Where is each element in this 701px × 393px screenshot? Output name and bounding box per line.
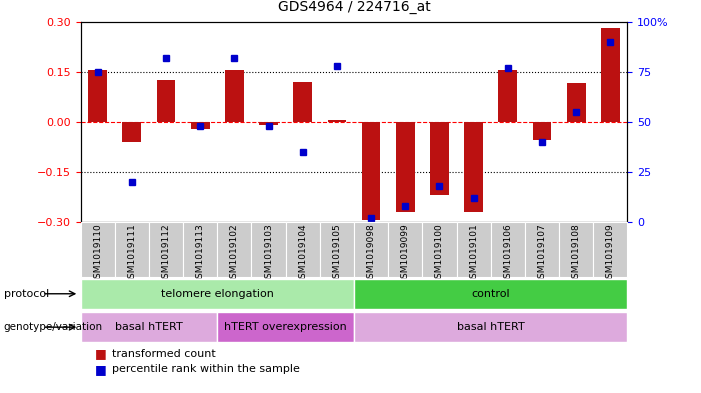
- Bar: [81, 279, 354, 309]
- Text: transformed count: transformed count: [112, 349, 216, 359]
- Text: GSM1019109: GSM1019109: [606, 224, 615, 285]
- Text: GSM1019098: GSM1019098: [367, 224, 376, 285]
- Text: GSM1019113: GSM1019113: [196, 224, 205, 285]
- Bar: [422, 222, 456, 277]
- Text: GSM1019105: GSM1019105: [332, 224, 341, 285]
- Bar: [362, 122, 381, 220]
- Bar: [566, 83, 585, 122]
- Bar: [464, 122, 483, 212]
- Bar: [149, 222, 183, 277]
- Text: GSM1019112: GSM1019112: [161, 224, 170, 284]
- Bar: [81, 222, 115, 277]
- Bar: [183, 222, 217, 277]
- Bar: [115, 222, 149, 277]
- Text: telomere elongation: telomere elongation: [161, 289, 274, 299]
- Text: basal hTERT: basal hTERT: [115, 322, 183, 332]
- Text: ■: ■: [95, 363, 107, 376]
- Bar: [354, 222, 388, 277]
- Text: GSM1019110: GSM1019110: [93, 224, 102, 285]
- Bar: [593, 222, 627, 277]
- Bar: [156, 80, 175, 122]
- Bar: [191, 122, 210, 129]
- Bar: [533, 122, 552, 140]
- Bar: [286, 222, 320, 277]
- Text: GSM1019104: GSM1019104: [298, 224, 307, 284]
- Bar: [498, 70, 517, 122]
- Bar: [252, 222, 286, 277]
- Bar: [320, 222, 354, 277]
- Bar: [327, 120, 346, 122]
- Text: GSM1019099: GSM1019099: [401, 224, 410, 285]
- Text: percentile rank within the sample: percentile rank within the sample: [112, 364, 300, 375]
- Bar: [354, 312, 627, 342]
- Text: GSM1019101: GSM1019101: [469, 224, 478, 285]
- Bar: [354, 279, 627, 309]
- Bar: [293, 82, 312, 122]
- Text: GSM1019111: GSM1019111: [128, 224, 137, 285]
- Text: GSM1019108: GSM1019108: [571, 224, 580, 285]
- Bar: [225, 70, 244, 122]
- Bar: [491, 222, 525, 277]
- Text: GSM1019106: GSM1019106: [503, 224, 512, 285]
- Bar: [259, 122, 278, 125]
- Text: GSM1019102: GSM1019102: [230, 224, 239, 284]
- Text: GSM1019103: GSM1019103: [264, 224, 273, 285]
- Text: protocol: protocol: [4, 289, 49, 299]
- Text: genotype/variation: genotype/variation: [4, 322, 102, 332]
- Bar: [601, 28, 620, 122]
- Bar: [430, 122, 449, 195]
- Bar: [525, 222, 559, 277]
- Text: control: control: [471, 289, 510, 299]
- Text: hTERT overexpression: hTERT overexpression: [224, 322, 347, 332]
- Bar: [123, 122, 142, 142]
- Text: GSM1019100: GSM1019100: [435, 224, 444, 285]
- Text: GDS4964 / 224716_at: GDS4964 / 224716_at: [278, 0, 430, 14]
- Bar: [559, 222, 593, 277]
- Text: basal hTERT: basal hTERT: [457, 322, 524, 332]
- Text: GSM1019107: GSM1019107: [538, 224, 547, 285]
- Bar: [217, 312, 354, 342]
- Bar: [81, 312, 217, 342]
- Bar: [88, 70, 107, 122]
- Bar: [456, 222, 491, 277]
- Bar: [217, 222, 252, 277]
- Text: ■: ■: [95, 347, 107, 360]
- Bar: [396, 122, 415, 212]
- Bar: [388, 222, 422, 277]
